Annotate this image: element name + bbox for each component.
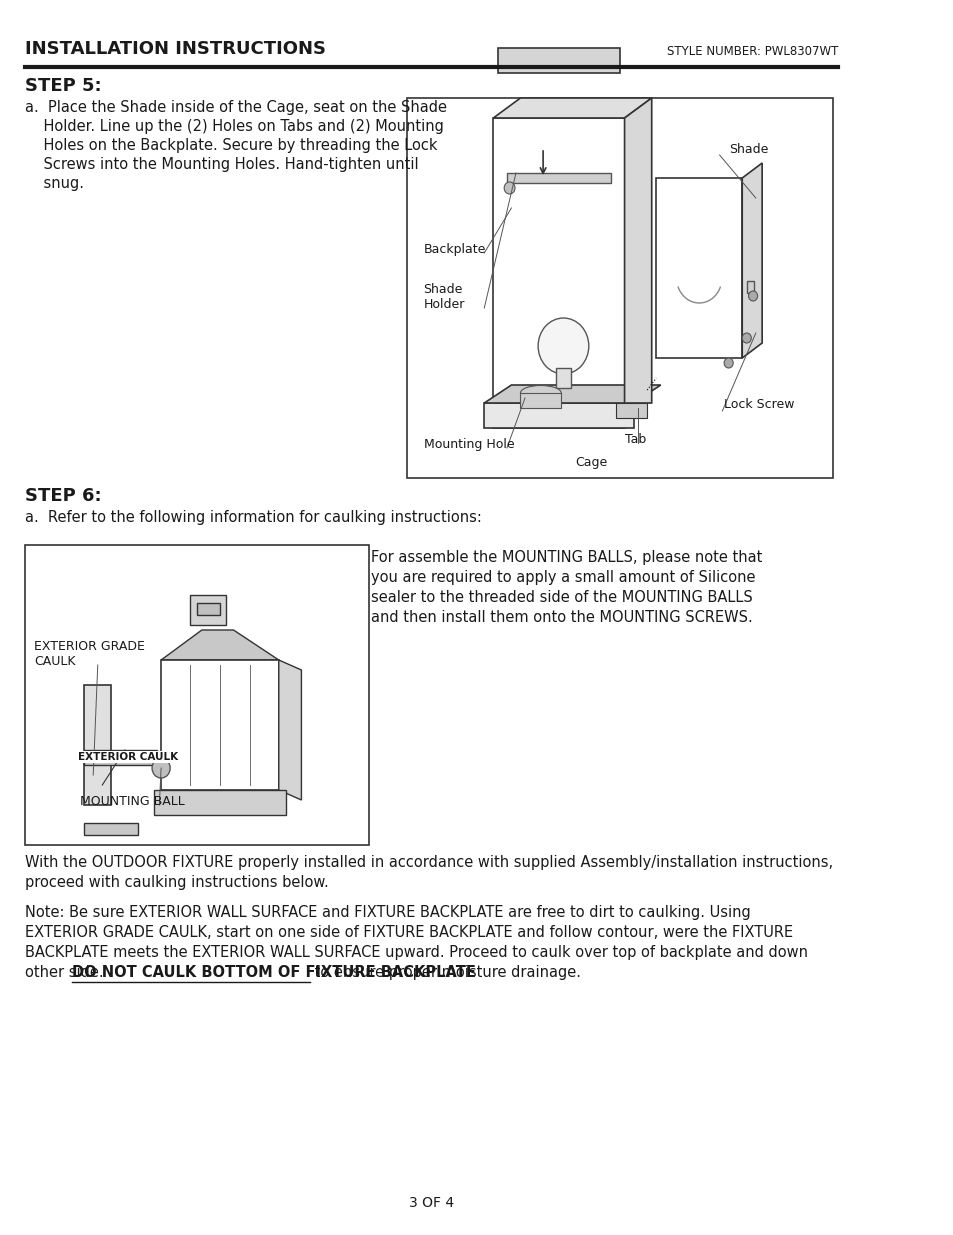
Bar (556, 368, 570, 388)
Circle shape (741, 333, 751, 343)
Polygon shape (741, 163, 761, 358)
Polygon shape (624, 98, 651, 403)
Polygon shape (615, 403, 646, 417)
Text: Holes on the Backplate. Secure by threading the Lock: Holes on the Backplate. Secure by thread… (26, 138, 437, 153)
Text: MOUNTING BALL: MOUNTING BALL (79, 795, 184, 808)
Text: STYLE NUMBER: PWL8307WT: STYLE NUMBER: PWL8307WT (666, 44, 838, 58)
Text: Backplate: Backplate (423, 243, 485, 256)
Polygon shape (493, 98, 651, 119)
Circle shape (152, 758, 170, 778)
Text: DO NOT CAULK BOTTOM OF FIXTURE BACKPLATE: DO NOT CAULK BOTTOM OF FIXTURE BACKPLATE (72, 965, 476, 981)
Text: EXTERIOR GRADE CAULK, start on one side of FIXTURE BACKPLATE and follow contour,: EXTERIOR GRADE CAULK, start on one side … (26, 925, 793, 940)
Text: snug.: snug. (26, 177, 84, 191)
Bar (161, 659, 278, 790)
Text: other side.: other side. (26, 965, 109, 981)
Text: EXTERIOR GRADE
CAULK: EXTERIOR GRADE CAULK (34, 640, 145, 668)
Text: a.  Place the Shade inside of the Cage, seat on the Shade: a. Place the Shade inside of the Cage, s… (26, 100, 447, 115)
Bar (407, 98, 832, 478)
Text: Shade: Shade (728, 143, 767, 156)
Bar (153, 790, 286, 815)
Text: a.  Refer to the following information for caulking instructions:: a. Refer to the following information fo… (26, 510, 481, 525)
Bar (493, 119, 624, 429)
Text: BACKPLATE meets the EXTERIOR WALL SURFACE upward. Proceed to caulk over top of b: BACKPLATE meets the EXTERIOR WALL SURFAC… (26, 945, 807, 960)
Bar (497, 48, 619, 73)
Circle shape (723, 358, 733, 368)
Ellipse shape (520, 385, 560, 400)
Text: Shade
Holder: Shade Holder (423, 283, 464, 311)
Text: With the OUTDOOR FIXTURE properly installed in accordance with supplied Assembly: With the OUTDOOR FIXTURE properly instal… (26, 855, 833, 869)
Bar (84, 685, 112, 805)
Bar (506, 173, 610, 183)
Text: sealer to the threaded side of the MOUNTING BALLS: sealer to the threaded side of the MOUNT… (371, 590, 752, 605)
Circle shape (748, 291, 757, 301)
Text: and then install them onto the MOUNTING SCREWS.: and then install them onto the MOUNTING … (371, 610, 752, 625)
Bar (197, 603, 220, 615)
Bar (26, 545, 369, 845)
Circle shape (537, 317, 588, 374)
Polygon shape (278, 659, 301, 800)
Text: Screws into the Mounting Holes. Hand-tighten until: Screws into the Mounting Holes. Hand-tig… (26, 157, 418, 172)
Text: proceed with caulking instructions below.: proceed with caulking instructions below… (26, 876, 329, 890)
Text: STEP 5:: STEP 5: (26, 77, 102, 95)
Bar (84, 750, 156, 764)
Text: INSTALLATION INSTRUCTIONS: INSTALLATION INSTRUCTIONS (26, 40, 326, 58)
Circle shape (503, 182, 515, 194)
Bar (520, 393, 560, 408)
Text: Cage: Cage (574, 456, 606, 469)
Polygon shape (484, 385, 660, 403)
Text: EXTERIOR CAULK: EXTERIOR CAULK (78, 752, 178, 762)
Text: to ensure proper moisture drainage.: to ensure proper moisture drainage. (309, 965, 580, 981)
Text: STEP 6:: STEP 6: (26, 487, 102, 505)
Text: 3 OF 4: 3 OF 4 (409, 1195, 454, 1210)
Bar (484, 403, 633, 429)
Polygon shape (161, 630, 278, 659)
Text: Lock Screw: Lock Screw (723, 398, 794, 411)
Bar (656, 178, 741, 358)
Text: For assemble the MOUNTING BALLS, please note that: For assemble the MOUNTING BALLS, please … (371, 550, 761, 564)
Text: Note: Be sure EXTERIOR WALL SURFACE and FIXTURE BACKPLATE are free to dirt to ca: Note: Be sure EXTERIOR WALL SURFACE and … (26, 905, 750, 920)
Bar (190, 595, 226, 625)
Bar (84, 823, 138, 835)
Bar (746, 282, 753, 293)
Text: Tab: Tab (624, 433, 645, 446)
Text: Holder. Line up the (2) Holes on Tabs and (2) Mounting: Holder. Line up the (2) Holes on Tabs an… (26, 119, 444, 135)
Text: Mounting Hole: Mounting Hole (423, 438, 514, 451)
Text: you are required to apply a small amount of Silicone: you are required to apply a small amount… (371, 571, 755, 585)
